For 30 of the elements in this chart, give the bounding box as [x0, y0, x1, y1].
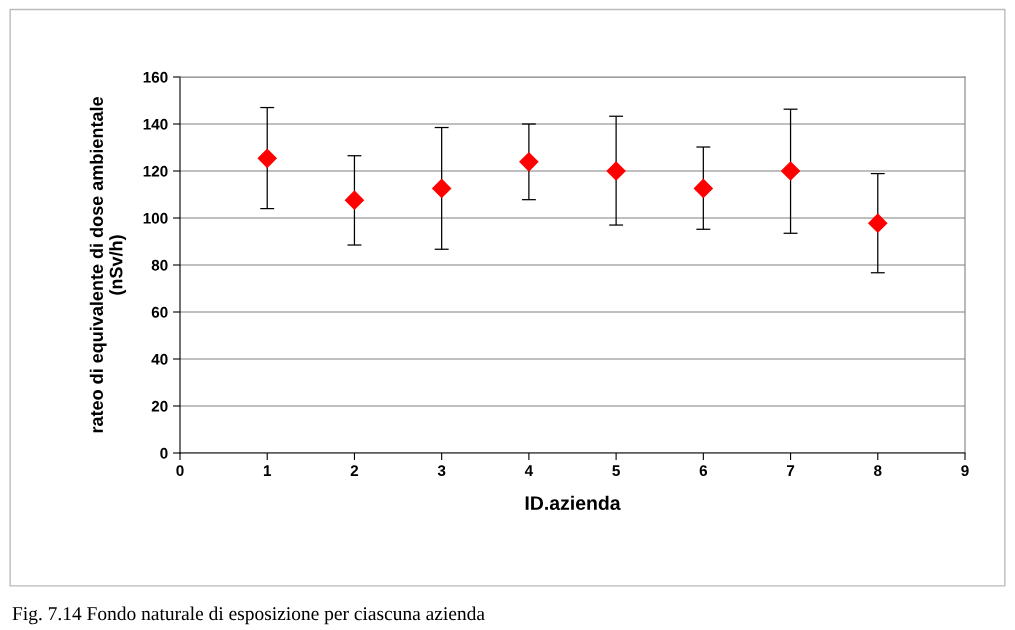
x-tick-label: 7	[786, 465, 795, 476]
x-tick-label: 3	[437, 465, 446, 477]
y-tick-label: 40	[151, 353, 168, 365]
point	[606, 161, 626, 181]
point	[257, 148, 277, 168]
x-tick-label: 6	[699, 465, 708, 477]
y-tick-label: 80	[151, 259, 168, 271]
point	[693, 178, 713, 198]
y-tick-label: 160	[143, 71, 168, 83]
y-axis-title: rateo di equivalente di dose ambientale (nSv/h)	[89, 97, 127, 433]
caption: Fig. 7.14 Fondo naturale di esposizione per ciascuna azienda	[12, 606, 485, 625]
y-tick-label: 120	[143, 165, 168, 177]
x-tick-label: 2	[350, 465, 359, 476]
x-tick-label: 0	[176, 465, 184, 477]
point	[519, 152, 539, 172]
point	[781, 161, 801, 181]
x-tick-label: 5	[612, 465, 620, 477]
x-tick-label: 1	[263, 465, 272, 476]
point	[432, 178, 452, 198]
y-tick-label: 140	[143, 118, 168, 130]
point	[868, 213, 888, 233]
y-tick-label: 60	[151, 306, 168, 318]
y-tick-label: 0	[160, 447, 168, 459]
x-tick-label: 8	[874, 465, 882, 477]
x-tick-label: 4	[524, 465, 534, 476]
y-tick-label: 100	[143, 212, 168, 224]
y-tick-label: 20	[151, 400, 168, 412]
point	[344, 190, 364, 210]
x-axis-title: ID.azienda	[525, 495, 621, 510]
x-tick-label: 9	[961, 465, 969, 477]
